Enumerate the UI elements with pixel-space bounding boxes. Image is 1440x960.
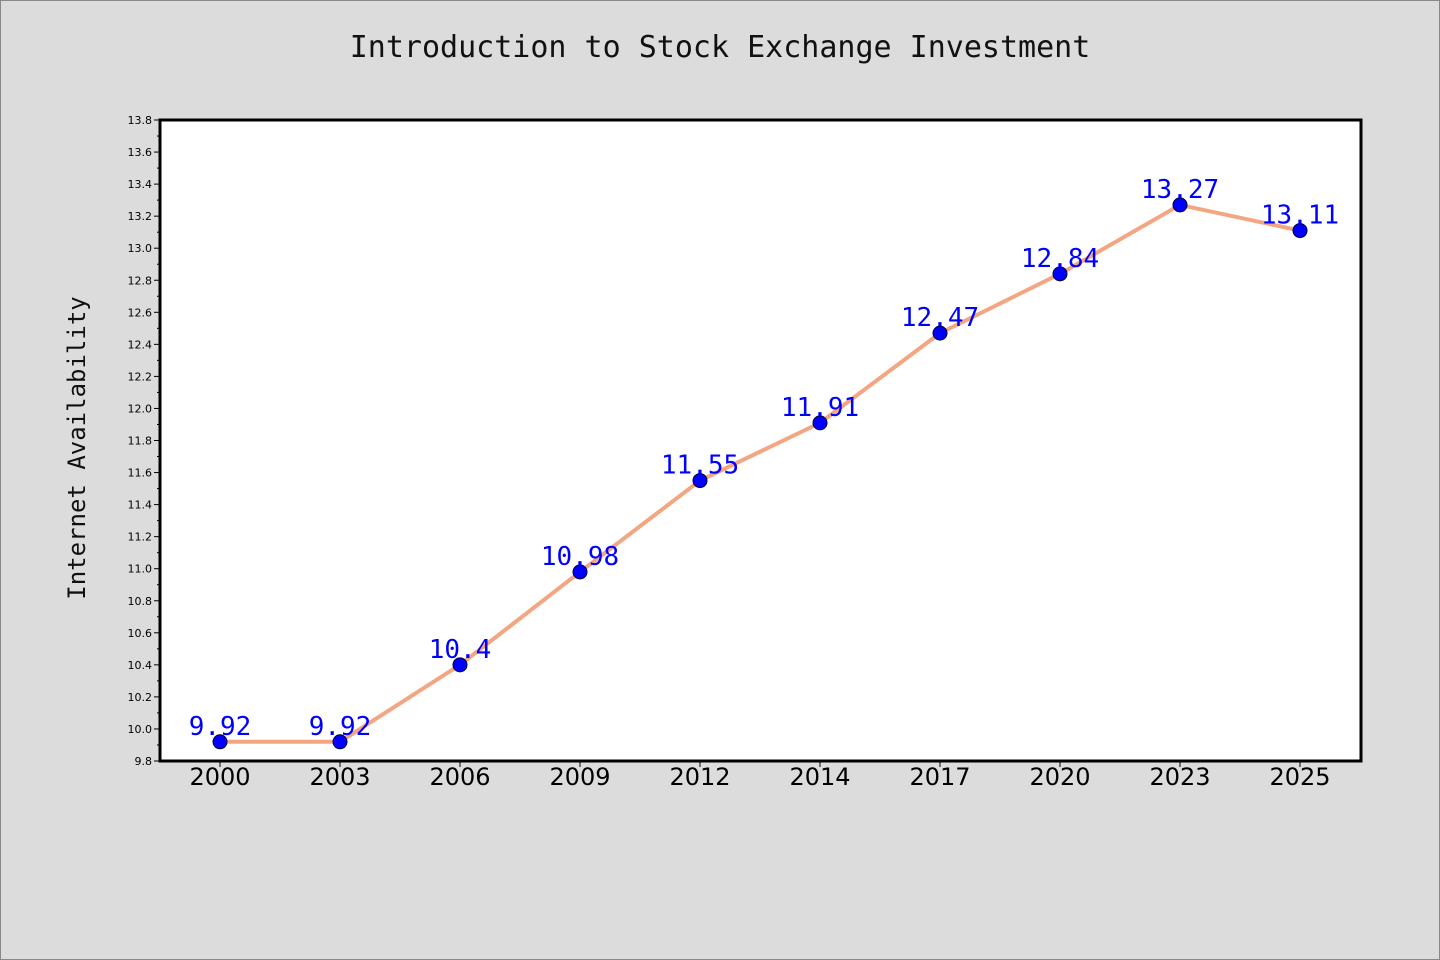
y-tick-label: 13.2	[128, 210, 153, 223]
y-tick-label: 12.8	[128, 274, 153, 287]
data-label: 9.92	[189, 712, 252, 742]
data-point	[812, 415, 828, 431]
y-tick-label: 11.4	[128, 499, 153, 512]
y-tick-label: 13.8	[128, 114, 153, 127]
x-tick-label: 2023	[1149, 763, 1210, 791]
x-axis: 2000 2003 2006 2009 2012 2014 2017 2020 2023 2025	[189, 761, 1331, 791]
y-tick-label: 12.4	[128, 338, 153, 351]
data-label: 10.98	[541, 542, 619, 572]
x-tick-label: 2014	[789, 763, 850, 791]
y-axis: 9.8 10.0 10.2 10.4 10.6 10.8 11.0 11.2 11.4 11.6 1…	[128, 114, 160, 768]
data-point	[1172, 197, 1188, 213]
series-layer: 9.92 9.92 10.4 10.98 11.55 11.91 12.47 12.84 13.…	[189, 175, 1339, 750]
x-tick-label: 2006	[429, 763, 490, 791]
x-tick-label: 2020	[1029, 763, 1090, 791]
plot-area	[158, 118, 1363, 763]
y-tick-label: 13.4	[128, 178, 153, 191]
x-tick-label: 2017	[909, 763, 970, 791]
data-label: 12.84	[1021, 244, 1099, 274]
x-tick-label: 2003	[309, 763, 370, 791]
data-point	[212, 734, 228, 750]
x-tick-label: 2000	[189, 763, 250, 791]
data-point	[932, 325, 948, 341]
data-label: 9.92	[309, 712, 372, 742]
x-tick-label: 2009	[549, 763, 610, 791]
y-tick-label: 10.6	[128, 627, 153, 640]
x-tick-label: 2012	[669, 763, 730, 791]
y-tick-label: 12.0	[128, 402, 153, 415]
y-tick-label: 11.2	[128, 531, 153, 544]
y-tick-label: 11.6	[128, 467, 153, 480]
data-point	[1052, 266, 1068, 282]
y-tick-label: 10.4	[128, 659, 153, 672]
data-point	[1292, 223, 1308, 239]
y-tick-label: 10.8	[128, 595, 153, 608]
y-tick-label: 12.6	[128, 306, 153, 319]
data-label: 13.27	[1141, 175, 1219, 205]
data-point	[452, 657, 468, 673]
data-label: 13.11	[1261, 201, 1339, 231]
data-label: 11.91	[781, 393, 859, 423]
x-tick-label: 2025	[1269, 763, 1330, 791]
y-tick-label: 13.6	[128, 146, 153, 159]
y-tick-label: 10.2	[128, 691, 153, 704]
data-label: 11.55	[661, 451, 739, 481]
data-label: 10.4	[429, 635, 492, 665]
series-line	[218, 202, 1302, 744]
data-point	[332, 734, 348, 750]
chart-title: Introduction to Stock Exchange Investmen…	[349, 30, 1091, 65]
data-label: 12.47	[901, 303, 979, 333]
y-tick-label: 13.0	[128, 242, 153, 255]
y-tick-label: 9.8	[135, 755, 153, 768]
data-point	[692, 473, 708, 489]
data-point	[572, 564, 588, 580]
y-tick-label: 10.0	[128, 723, 153, 736]
y-tick-label: 12.2	[128, 370, 153, 383]
y-tick-label: 11.0	[128, 563, 153, 576]
y-tick-label: 11.8	[128, 435, 153, 448]
